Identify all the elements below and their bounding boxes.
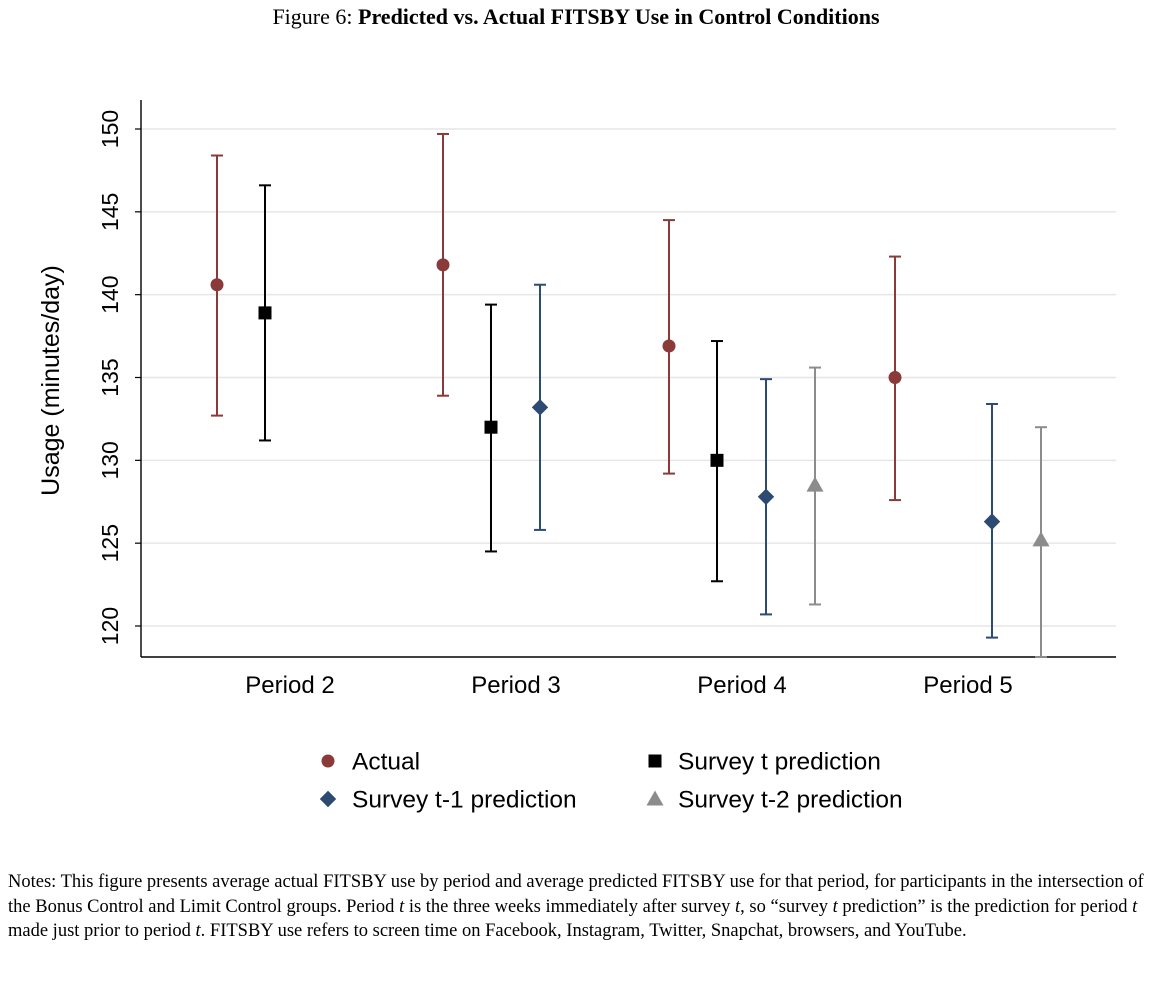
notes-text-5: made just prior to period <box>8 921 196 941</box>
legend-label-survey-t-2-prediction: Survey t-2 prediction <box>678 787 903 814</box>
legend-marker-survey-t-prediction <box>648 754 662 768</box>
legend-marker-survey-t-1-prediction <box>319 790 337 808</box>
x-tick-label: Period 3 <box>471 672 560 699</box>
point-survey-t-1-prediction <box>757 488 775 505</box>
notes-text-2: is the three weeks immediately after sur… <box>404 896 736 917</box>
y-axis-label: Usage (minutes/day) <box>37 265 65 496</box>
y-tick-label: 135 <box>97 358 123 396</box>
point-survey-t-1-prediction <box>531 399 549 416</box>
y-tick-label: 125 <box>97 524 123 562</box>
y-tick-label: 120 <box>97 607 123 645</box>
figure-title-text: Predicted vs. Actual FITSBY Use in Contr… <box>358 4 880 29</box>
notes-text-4: prediction” is the prediction for period <box>837 896 1133 917</box>
point-actual <box>436 258 450 272</box>
point-survey-t-2-prediction <box>806 476 824 492</box>
notes-var-t: t <box>832 896 838 917</box>
figure-label: Figure 6: <box>272 4 353 29</box>
y-tick-label: 145 <box>97 193 123 231</box>
notes-var-t: t <box>195 921 201 941</box>
x-tick-label: Period 5 <box>923 672 1012 699</box>
point-actual <box>888 371 902 384</box>
notes-var-t: t <box>1132 896 1138 917</box>
legend-label-survey-t-prediction: Survey t prediction <box>678 749 881 776</box>
figure-notes: Notes: This figure presents average actu… <box>8 870 1148 944</box>
point-actual <box>210 278 224 292</box>
notes-text-6: . FITSBY use refers to screen time on Fa… <box>200 921 967 941</box>
legend-marker-survey-t-2-prediction <box>646 790 664 806</box>
y-tick-label: 150 <box>97 110 123 148</box>
notes-text-1: Notes: This figure presents average actu… <box>8 872 1144 917</box>
point-survey-t-2-prediction <box>1032 531 1050 547</box>
chart: 120 125 130 135 140 145 150 Usage (minutes/day)… <box>37 100 1116 814</box>
x-tick-label: Period 2 <box>245 672 334 699</box>
notes-var-t: t <box>735 896 741 917</box>
legend-label-survey-t-1-prediction: Survey t-1 prediction <box>352 787 577 814</box>
notes-var-t: t <box>399 896 405 917</box>
point-survey-t-prediction <box>484 420 498 434</box>
point-survey-t-1-prediction <box>983 513 1001 530</box>
legend-label-actual: Actual <box>352 749 420 776</box>
y-tick-label: 130 <box>97 441 123 479</box>
notes-text-3: , so “survey <box>740 896 833 917</box>
figure-title: Figure 6: Predicted vs. Actual FITSBY Us… <box>0 4 1152 30</box>
point-actual <box>662 339 676 353</box>
point-survey-t-prediction <box>710 453 724 467</box>
point-survey-t-prediction <box>258 306 272 320</box>
y-tick-label: 140 <box>97 275 123 313</box>
x-tick-label: Period 4 <box>697 672 786 699</box>
legend-marker-actual <box>321 754 335 768</box>
